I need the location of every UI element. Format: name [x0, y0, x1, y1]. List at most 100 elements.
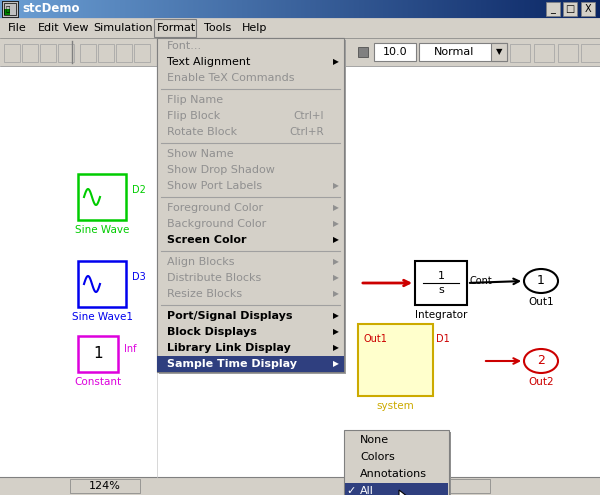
Bar	[526, 0, 527, 18]
Bar	[21, 0, 22, 18]
Bar	[319, 0, 320, 18]
Bar	[564, 0, 565, 18]
Text: Edit: Edit	[38, 23, 59, 33]
Text: Normal: Normal	[434, 47, 474, 57]
Bar	[202, 0, 203, 18]
Bar	[119, 0, 120, 18]
Bar	[483, 0, 484, 18]
Bar	[294, 0, 295, 18]
Text: 124%: 124%	[89, 481, 121, 491]
Bar	[563, 0, 564, 18]
Bar	[377, 0, 378, 18]
Bar	[485, 0, 486, 18]
Bar	[221, 0, 222, 18]
Text: Text Alignment: Text Alignment	[167, 57, 250, 67]
Bar	[559, 0, 560, 18]
Bar	[345, 0, 346, 18]
Bar	[277, 0, 278, 18]
Bar	[182, 0, 183, 18]
Bar	[269, 0, 270, 18]
Bar	[579, 0, 580, 18]
Bar	[509, 0, 510, 18]
Bar	[367, 0, 368, 18]
Bar	[373, 0, 374, 18]
Bar	[329, 0, 330, 18]
Bar	[580, 0, 581, 18]
Bar	[80, 0, 81, 18]
Bar	[584, 0, 585, 18]
Bar	[468, 0, 469, 18]
Bar	[145, 0, 146, 18]
Text: ▶: ▶	[333, 203, 339, 212]
Bar	[281, 0, 282, 18]
Bar	[374, 0, 375, 18]
Bar	[67, 0, 68, 18]
Bar	[99, 0, 100, 18]
Bar	[199, 0, 200, 18]
Bar	[0, 18, 600, 38]
Bar	[500, 0, 501, 18]
Bar	[576, 0, 577, 18]
Bar	[404, 0, 405, 18]
Bar	[276, 0, 277, 18]
Bar	[98, 44, 114, 62]
Bar	[388, 0, 389, 18]
Bar	[432, 0, 433, 18]
Bar	[105, 0, 106, 18]
Text: ▶: ▶	[333, 344, 339, 352]
Bar	[25, 0, 26, 18]
Bar	[283, 0, 284, 18]
Bar	[139, 0, 140, 18]
Bar	[39, 0, 40, 18]
Bar	[429, 0, 430, 18]
Text: ▶: ▶	[333, 257, 339, 266]
Bar	[547, 0, 548, 18]
Bar	[338, 0, 339, 18]
Bar	[554, 0, 555, 18]
Bar	[194, 0, 195, 18]
Bar	[545, 0, 546, 18]
Bar	[594, 0, 595, 18]
Bar	[575, 0, 576, 18]
Bar	[107, 0, 108, 18]
Bar	[474, 0, 475, 18]
Bar	[161, 0, 162, 18]
Text: D1: D1	[436, 334, 450, 344]
Bar	[529, 0, 530, 18]
Bar	[60, 0, 61, 18]
Bar	[177, 0, 178, 18]
Text: D2: D2	[132, 185, 146, 195]
Bar	[66, 0, 67, 18]
Bar	[469, 0, 470, 18]
Bar	[345, 483, 448, 495]
Bar	[68, 0, 69, 18]
Bar	[77, 0, 78, 18]
Bar	[69, 0, 70, 18]
Bar	[363, 0, 364, 18]
Bar	[522, 0, 523, 18]
Bar	[38, 0, 39, 18]
Bar	[282, 0, 283, 18]
Bar	[546, 2, 560, 16]
Bar	[74, 0, 75, 18]
Bar	[87, 0, 88, 18]
Bar	[304, 0, 305, 18]
Bar	[596, 0, 597, 18]
Bar	[14, 0, 15, 18]
Bar	[480, 0, 481, 18]
Bar	[96, 0, 97, 18]
Bar	[556, 0, 557, 18]
Text: Cont: Cont	[470, 276, 493, 286]
Bar	[124, 0, 125, 18]
Bar	[460, 0, 461, 18]
Bar	[289, 0, 290, 18]
Bar	[321, 0, 322, 18]
Bar	[406, 0, 407, 18]
Bar	[414, 0, 415, 18]
Bar	[581, 0, 582, 18]
Bar	[538, 0, 539, 18]
Bar	[275, 0, 276, 18]
Bar	[478, 0, 479, 18]
Bar	[185, 0, 186, 18]
Bar	[502, 0, 503, 18]
